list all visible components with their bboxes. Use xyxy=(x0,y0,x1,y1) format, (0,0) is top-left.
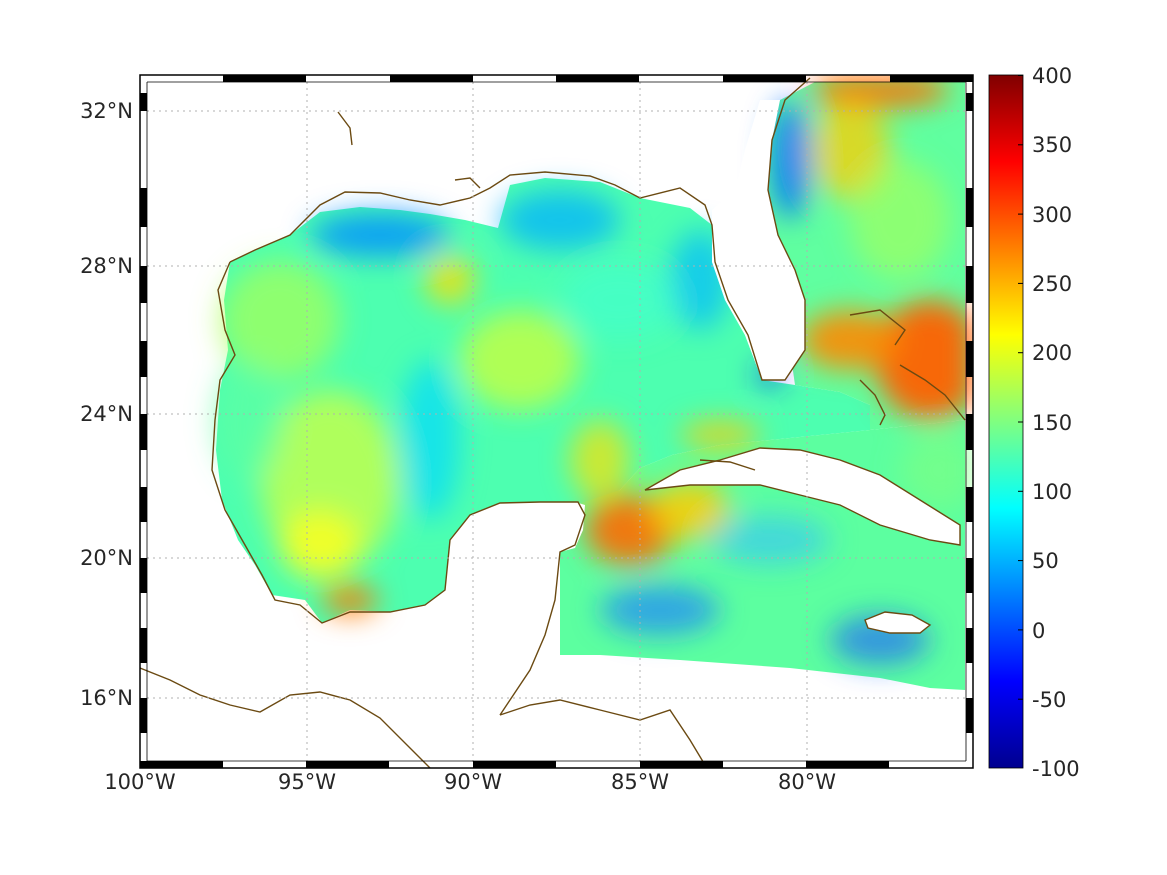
colorbar-tick-label: -100 xyxy=(1032,757,1080,781)
lat-tick-label: 28°N xyxy=(80,254,133,278)
colorbar-tick-label: 200 xyxy=(1032,341,1072,365)
colorbar-tick-label: -50 xyxy=(1032,688,1066,712)
lat-tick-label: 32°N xyxy=(80,99,133,123)
lon-tick-label: 80°W xyxy=(778,770,836,794)
colorbar-tick-label: 400 xyxy=(1032,64,1072,88)
colorbar-tick-label: 100 xyxy=(1032,480,1072,504)
colorbar-tick-label: 150 xyxy=(1032,411,1072,435)
lat-tick-label: 16°N xyxy=(80,686,133,710)
land-mask xyxy=(420,100,960,720)
lat-tick-labels: 32°N 28°N 24°N 20°N 16°N xyxy=(80,99,133,710)
colorbar-tick-label: 250 xyxy=(1032,272,1072,296)
ocean-field xyxy=(215,75,973,720)
lat-tick-label: 24°N xyxy=(80,402,133,426)
grid-lines xyxy=(147,82,967,762)
colorbar-tick-label: 50 xyxy=(1032,549,1059,573)
colorbar-tick-label: 0 xyxy=(1032,619,1045,643)
lon-tick-label: 85°W xyxy=(611,770,669,794)
colorbar-ticks xyxy=(1018,75,1023,700)
lon-tick-label: 100°W xyxy=(104,770,176,794)
colorbar-tick-label: 350 xyxy=(1032,133,1072,157)
lon-tick-labels: 100°W 95°W 90°W 85°W 80°W xyxy=(104,770,836,794)
field-patches xyxy=(215,75,973,665)
colorbar-tick-label: 300 xyxy=(1032,203,1072,227)
map-frame xyxy=(139,74,974,769)
lat-tick-label: 20°N xyxy=(80,546,133,570)
coastlines xyxy=(140,77,966,768)
colorbar: 400 350 300 250 200 150 100 50 0 -50 -10… xyxy=(988,64,1080,781)
colorbar-gradient xyxy=(988,74,1024,769)
lon-tick-label: 90°W xyxy=(444,770,502,794)
lon-tick-label: 95°W xyxy=(278,770,336,794)
